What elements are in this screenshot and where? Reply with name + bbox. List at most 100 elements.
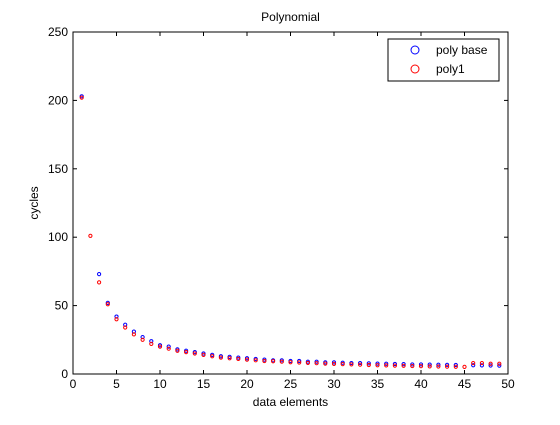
data-point-poly1: [401, 363, 406, 368]
y-tick-label: 250: [48, 25, 68, 39]
data-point-poly1: [97, 280, 102, 285]
data-point-poly1: [410, 363, 415, 369]
data-point-poly1: [175, 348, 180, 353]
data-point-poly1: [192, 351, 197, 356]
data-point-poly1: [114, 317, 119, 322]
data-point-poly1: [288, 360, 293, 365]
y-tick-label: 150: [48, 162, 68, 176]
y-tick-label: 100: [48, 230, 68, 244]
data-point-poly-base: [445, 362, 450, 367]
data-point-poly-base: [262, 357, 267, 362]
data-point-poly-base: [192, 350, 197, 355]
x-tick-label: 20: [240, 377, 254, 391]
data-point-poly-base: [297, 358, 302, 364]
data-point-poly-base: [227, 354, 232, 359]
data-point-poly-base: [157, 343, 163, 348]
y-tick-label: 0: [61, 367, 68, 381]
axis-ticks: 0 5 10 15 20 25 30 35 40 45 50 0 50 100 150 200 250: [48, 25, 515, 391]
data-point-poly1: [79, 95, 84, 100]
data-point-poly-base: [366, 361, 371, 366]
data-point-poly1: [227, 356, 232, 361]
data-point-poly1: [479, 360, 484, 366]
legend-box: [387, 38, 500, 82]
x-tick-label: 50: [501, 377, 515, 391]
data-point-poly1: [201, 352, 206, 357]
data-point-poly1: [462, 364, 467, 369]
x-tick-label: 45: [458, 377, 472, 391]
data-point-poly-base: [218, 354, 223, 359]
data-point-poly1: [314, 361, 319, 366]
data-point-poly1: [210, 354, 215, 359]
data-point-poly1: [166, 346, 171, 351]
x-tick-label: 0: [70, 377, 77, 391]
data-point-poly-base: [331, 360, 337, 365]
data-point-poly-base: [314, 359, 319, 364]
data-point-poly-base: [184, 348, 189, 353]
data-point-poly1: [445, 364, 450, 369]
data-point-poly-base: [210, 352, 215, 357]
legend-label-poly1: poly1: [436, 62, 465, 76]
data-point-poly1: [471, 360, 476, 366]
data-point-poly-base: [166, 344, 171, 349]
data-point-poly-base: [497, 363, 502, 368]
data-point-poly1: [271, 359, 276, 364]
data-point-poly1: [236, 356, 241, 362]
data-point-poly-base: [279, 358, 284, 363]
data-point-poly-base: [244, 356, 250, 361]
data-point-poly1: [244, 357, 250, 362]
data-point-poly1: [392, 363, 397, 368]
y-tick-label: 200: [48, 93, 68, 107]
x-tick-label: 10: [153, 377, 167, 391]
data-point-poly1: [436, 364, 441, 369]
plot-area: [72, 31, 509, 375]
data-point-poly1: [140, 337, 145, 342]
y-tick-label: 50: [55, 299, 69, 313]
data-point-poly-base: [384, 361, 389, 366]
x-tick-label: 5: [113, 377, 120, 391]
data-point-poly1: [323, 361, 328, 366]
data-point-poly-base: [253, 356, 258, 362]
data-point-poly-base: [418, 362, 424, 367]
data-point-poly1: [184, 350, 189, 355]
data-point-poly1: [375, 363, 380, 368]
data-point-poly1: [88, 233, 93, 238]
data-point-poly1: [305, 360, 310, 366]
legend-marker-poly1: [410, 64, 420, 74]
data-point-poly-base: [436, 362, 441, 367]
data-point-poly-base: [392, 361, 397, 367]
x-tick-label: 15: [197, 377, 211, 391]
x-axis-label: data elements: [253, 395, 328, 409]
data-point-poly1: [488, 361, 493, 366]
data-point-poly-base: [105, 300, 110, 305]
data-point-poly-base: [471, 363, 476, 368]
data-point-poly1: [279, 359, 284, 364]
data-point-poly1: [157, 344, 163, 349]
data-point-poly1: [218, 355, 223, 360]
data-point-poly1: [253, 358, 258, 363]
data-point-poly1: [366, 362, 371, 368]
data-point-poly1: [349, 362, 354, 367]
data-point-poly-base: [410, 362, 415, 367]
data-point-poly1: [497, 361, 502, 366]
chart-title: Polynomial: [261, 10, 320, 24]
data-point-poly1: [105, 302, 110, 307]
data-point-poly1: [427, 364, 432, 369]
legend-label-poly-base: poly base: [436, 43, 488, 57]
data-point-poly1: [262, 358, 267, 364]
data-point-poly-base: [201, 351, 206, 356]
y-axis-label: cycles: [27, 186, 41, 219]
data-point-poly-base: [453, 362, 458, 368]
data-point-poly1: [340, 362, 345, 367]
data-point-poly1: [297, 360, 302, 365]
data-point-poly-base: [79, 94, 84, 99]
data-point-poly-base: [349, 360, 354, 366]
data-point-poly-base: [175, 347, 180, 352]
legend: poly base poly1: [387, 38, 500, 82]
data-point-poly-base: [427, 362, 432, 367]
data-point-poly1: [149, 341, 154, 347]
data-point-poly1: [384, 363, 389, 368]
data-point-poly-base: [401, 362, 406, 367]
data-point-poly1: [123, 325, 128, 330]
data-point-poly-base: [479, 363, 484, 368]
